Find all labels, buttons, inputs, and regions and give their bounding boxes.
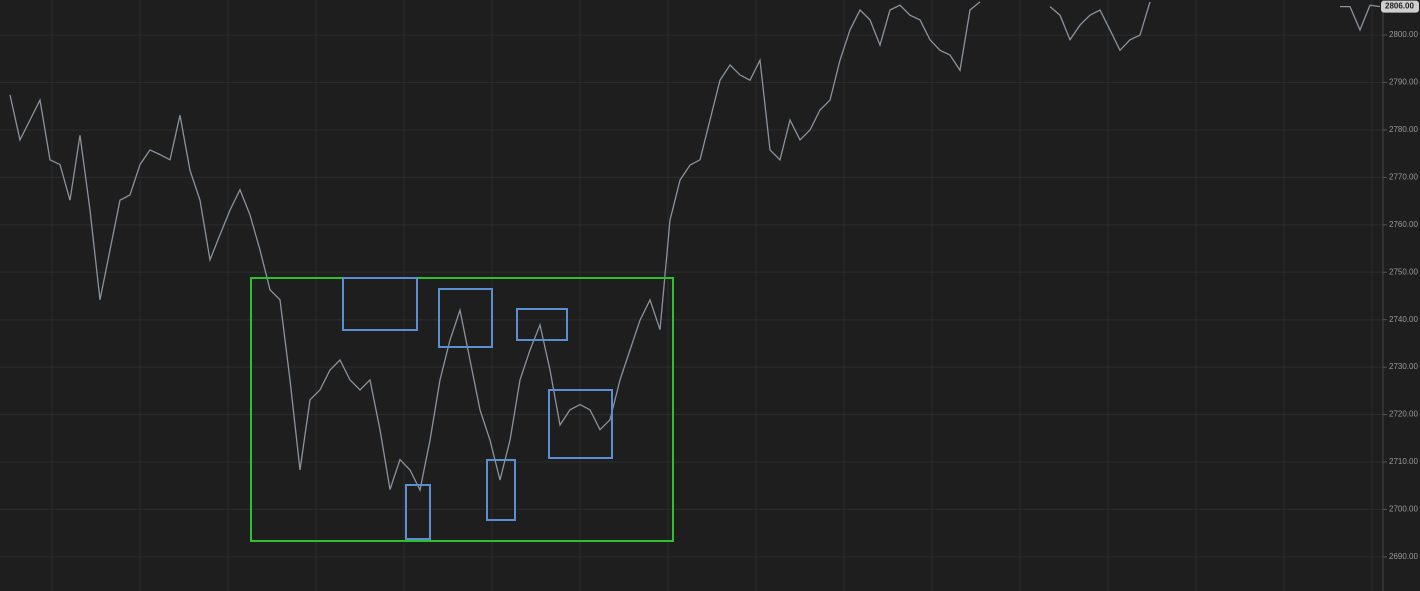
y-tick-label: 2720.00 [1389, 410, 1418, 419]
highlight-box [342, 277, 418, 331]
last-price-tag [1381, 0, 1419, 13]
y-tick-label: 2690.00 [1389, 552, 1418, 561]
y-tick-label: 2750.00 [1389, 267, 1418, 276]
y-tick-label: 2740.00 [1389, 315, 1418, 324]
y-tick-label: 2700.00 [1389, 505, 1418, 514]
range-box [250, 277, 674, 542]
y-tick-label: 2730.00 [1389, 362, 1418, 371]
highlight-box [548, 389, 613, 459]
vertical-grid [0, 0, 1383, 591]
annotations [250, 277, 674, 542]
y-tick-label: 2780.00 [1389, 125, 1418, 134]
y-tick-label: 2800.00 [1389, 30, 1418, 39]
y-tick-label: 2790.00 [1389, 78, 1418, 87]
highlight-box [486, 459, 516, 521]
highlight-box [405, 484, 431, 540]
y-tick-label: 2770.00 [1389, 173, 1418, 182]
last-price-label: 2806.00 [1385, 2, 1414, 11]
highlight-box [438, 288, 493, 348]
highlight-box [516, 308, 568, 341]
y-tick-label: 2710.00 [1389, 457, 1418, 466]
y-tick-label: 2760.00 [1389, 220, 1418, 229]
